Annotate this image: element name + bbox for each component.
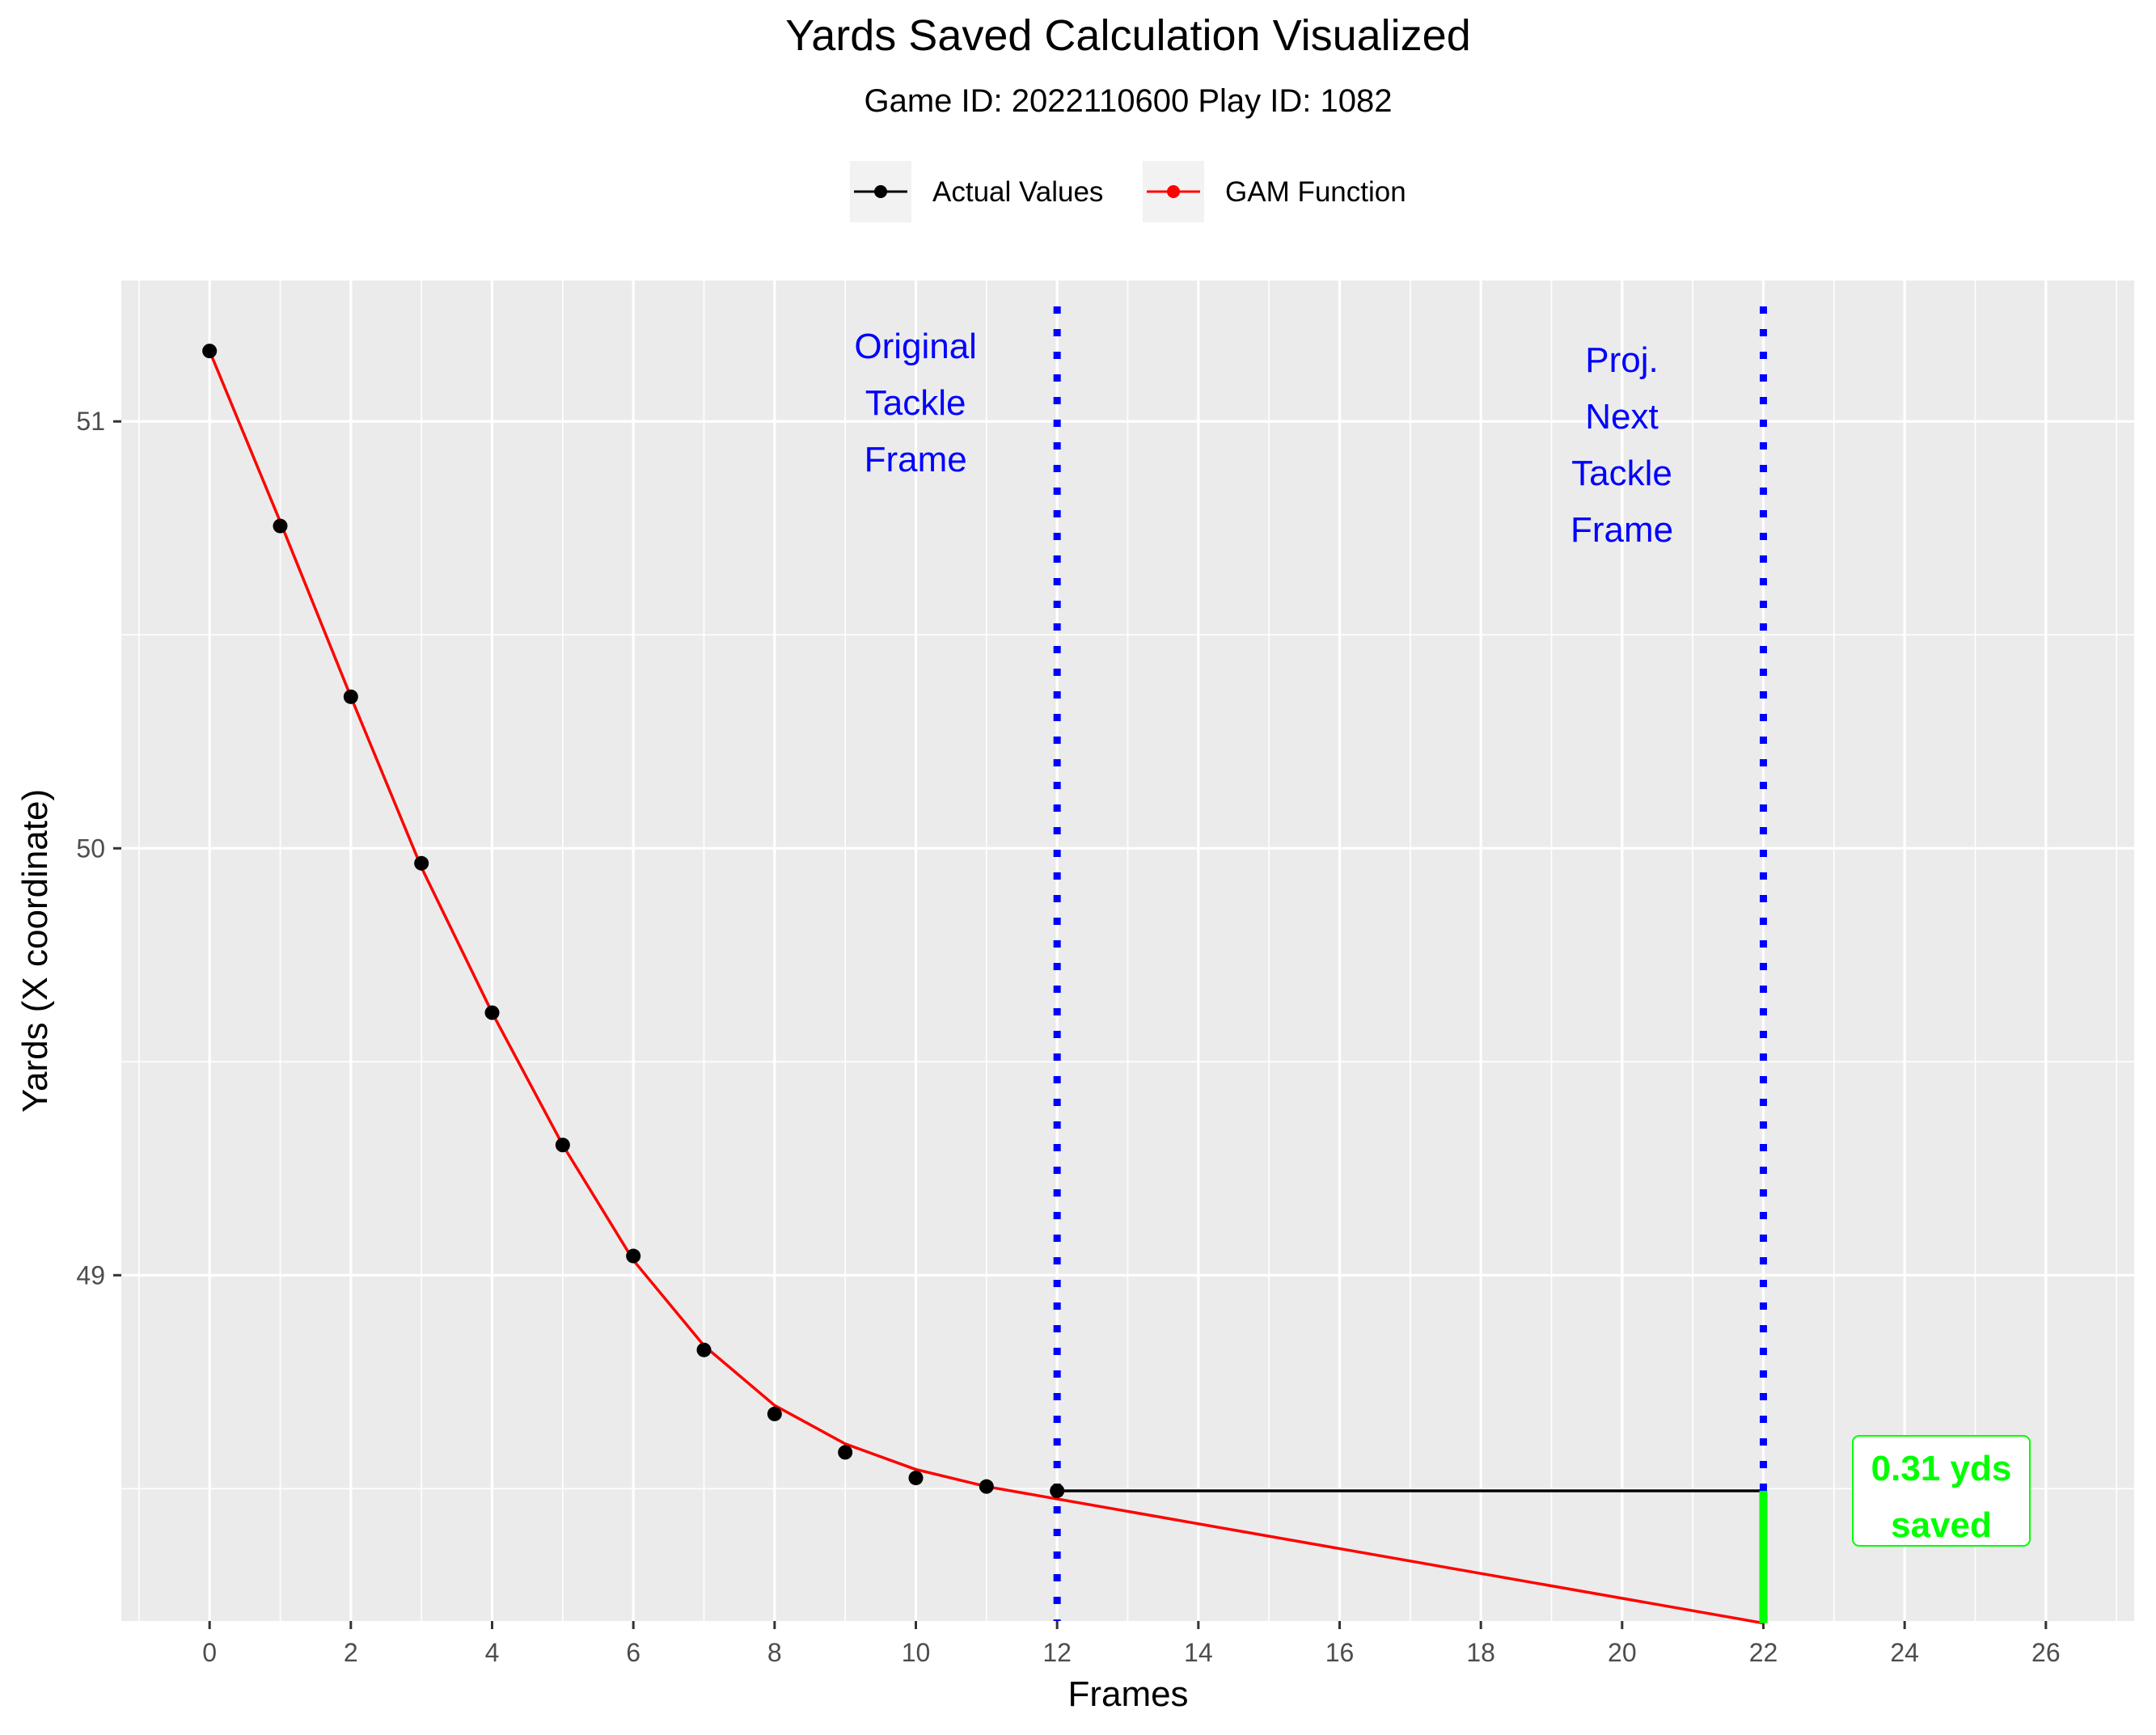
x-tick-label: 16 <box>1325 1638 1355 1667</box>
x-tick-label: 0 <box>202 1638 217 1667</box>
x-tick-label: 20 <box>1608 1638 1637 1667</box>
vertical-line-label-2: Proj. Next Tackle Frame <box>1570 340 1673 550</box>
x-axis-tick-labels: 0 2 4 6 8 10 12 14 16 18 20 22 24 26 <box>202 1638 2060 1667</box>
legend-label-gam: GAM Function <box>1225 176 1406 208</box>
actual-value-point <box>273 518 288 534</box>
legend-marker-actual <box>874 185 887 198</box>
x-tick-label: 18 <box>1466 1638 1495 1667</box>
legend-marker-gam <box>1167 185 1180 198</box>
actual-value-point <box>555 1138 570 1153</box>
x-tick-label: 24 <box>1890 1638 1919 1667</box>
actual-value-point <box>838 1445 853 1460</box>
x-tick-label: 22 <box>1749 1638 1778 1667</box>
x-tick-label: 2 <box>344 1638 358 1667</box>
actual-value-point <box>626 1248 641 1264</box>
x-tick-label: 6 <box>626 1638 640 1667</box>
y-tick-label: 50 <box>76 834 105 863</box>
y-tick-label: 51 <box>76 407 105 436</box>
y-axis-tick-labels: 49 50 51 <box>76 407 105 1290</box>
y-tick-label: 49 <box>76 1260 105 1290</box>
x-tick-label: 10 <box>902 1638 931 1667</box>
x-axis-title: Frames <box>1067 1674 1188 1714</box>
actual-value-point <box>414 855 429 871</box>
actual-value-point <box>1050 1483 1065 1498</box>
chart-title: Yards Saved Calculation Visualized <box>785 11 1471 60</box>
legend: Actual Values GAM Function <box>850 161 1406 222</box>
actual-value-point <box>696 1342 712 1357</box>
actual-value-point <box>484 1005 500 1020</box>
x-tick-label: 14 <box>1184 1638 1213 1667</box>
x-tick-label: 26 <box>2031 1638 2061 1667</box>
actual-value-point <box>979 1479 994 1494</box>
actual-value-point <box>202 344 218 359</box>
legend-label-actual: Actual Values <box>932 176 1103 208</box>
x-tick-label: 4 <box>485 1638 500 1667</box>
actual-value-point <box>343 689 358 704</box>
chart-subtitle: Game ID: 2022110600 Play ID: 1082 <box>864 83 1392 119</box>
y-axis-title: Yards (X coordinate) <box>15 789 55 1112</box>
vertical-line-label-1: Original Tackle Frame <box>854 327 977 479</box>
yards-saved-label-box <box>1852 1435 2031 1547</box>
chart-marks <box>202 306 1768 1625</box>
chart-annotations: Original Tackle Frame Proj. Next Tackle Frame 0… <box>854 327 2031 1547</box>
x-tick-label: 12 <box>1042 1638 1072 1667</box>
actual-value-point <box>767 1406 782 1421</box>
x-tick-label: 8 <box>767 1638 782 1667</box>
actual-value-point <box>908 1471 924 1486</box>
axis-ticks <box>113 420 2048 1629</box>
minor-gridlines <box>121 281 2134 1621</box>
yards-saved-label: 0.31 yds saved <box>1871 1449 2012 1545</box>
